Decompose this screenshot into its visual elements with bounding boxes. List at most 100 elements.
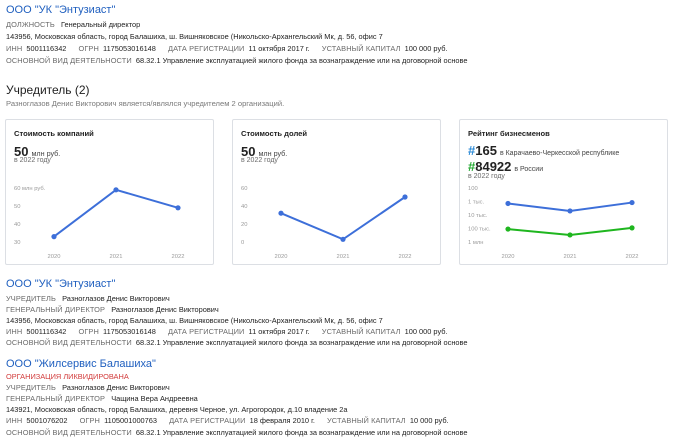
card-value: 50 млн руб. [241, 143, 287, 161]
director-value: Чащина Вера Андреевна [111, 394, 198, 403]
x-tick-label: 2020 [275, 254, 288, 260]
series-line [280, 196, 406, 241]
inn-value: 5001116342 [26, 327, 67, 336]
hash-symbol: # [468, 143, 476, 158]
rank-region-value: 165 [475, 143, 497, 158]
ogrn-label: ОГРН [79, 416, 100, 425]
data-point [51, 234, 57, 240]
y-tick-label: 30 [14, 240, 20, 246]
capital-value: 10 000 руб. [409, 416, 449, 425]
company-link-entuziast[interactable]: ООО "УК "Энтузиаст" [6, 4, 116, 16]
company-address: 143921, Московская область, город Балаши… [6, 405, 348, 414]
company-details-row: ИНН 5001116342 ОГРН 1175053016148 ДАТА Р… [6, 327, 458, 336]
card-title: Стоимость компаний [14, 129, 94, 138]
data-point [567, 208, 573, 214]
reg-date-value: 11 октября 2017 г. [248, 327, 310, 336]
rank-country: #84922 в России [468, 158, 543, 176]
y-tick-label: 100 [468, 186, 478, 192]
card-title: Рейтинг бизнесменов [468, 129, 550, 138]
x-tick-label: 2021 [110, 254, 123, 260]
series-line [53, 188, 179, 238]
data-point [629, 225, 635, 231]
rank-country-label: в России [514, 166, 544, 173]
founder-section-subtitle: Разноглазов Денис Викторович является/яв… [6, 99, 285, 108]
y-tick-label: 1 млн [468, 240, 483, 246]
data-point [402, 194, 408, 200]
founder-value: Разноглазов Денис Викторович [62, 294, 170, 303]
reg-date-label: ДАТА РЕГИСТРАЦИИ [167, 327, 245, 336]
y-tick-label: 10 тыс. [468, 213, 488, 219]
data-point [340, 236, 346, 242]
company-details-row: ИНН 5001076202 ОГРН 1105001000763 ДАТА Р… [6, 416, 459, 425]
ogrn-label: ОГРН [78, 44, 99, 53]
company-link-zhilservis[interactable]: ООО "Жилсервис Балашиха" [6, 358, 156, 370]
company-position-row: ДОЛЖНОСТЬ Генеральный директор [6, 20, 150, 29]
ogrn-value: 1105001000763 [104, 416, 157, 425]
director-value: Разноглазов Денис Викторович [111, 305, 219, 314]
activity-label: ОСНОВНОЙ ВИД ДЕЯТЕЛЬНОСТИ [6, 56, 132, 65]
founder-label: УЧРЕДИТЕЛЬ [6, 294, 56, 303]
founder-section-title: Учредитель (2) [6, 83, 90, 97]
company-details-row: ИНН 5001116342 ОГРН 1175053016148 ДАТА Р… [6, 44, 458, 53]
capital-label: УСТАВНЫЙ КАПИТАЛ [327, 416, 406, 425]
capital-label: УСТАВНЫЙ КАПИТАЛ [321, 327, 401, 336]
value-number: 50 [14, 144, 29, 159]
y-tick-label: 0 [241, 240, 244, 246]
y-tick-label: 60 [241, 186, 247, 192]
rank-country-value: 84922 [475, 159, 512, 174]
x-tick-label: 2020 [502, 254, 515, 260]
chart-shares-value: 0 20 40 60 2020 2021 2022 [241, 186, 412, 260]
activity-value: 68.32.1 Управление эксплуатацией жилого … [135, 338, 468, 347]
card-year-note: в 2022 году [241, 157, 278, 164]
ogrn-value: 1175053016148 [103, 44, 156, 53]
y-tick-label: 20 [241, 222, 247, 228]
y-tick-label: 1 тыс. [468, 200, 485, 206]
capital-value: 100 000 руб. [404, 44, 448, 53]
x-tick-label: 2022 [399, 254, 412, 260]
director-row: ГЕНЕРАЛЬНЫЙ ДИРЕКТОР Разноглазов Денис В… [6, 305, 229, 314]
founder-value: Разноглазов Денис Викторович [62, 383, 170, 392]
x-tick-label: 2022 [626, 254, 639, 260]
y-tick-label: 40 [241, 204, 247, 210]
position-label: ДОЛЖНОСТЬ [6, 20, 55, 29]
card-company-value: Стоимость компаний 50 млн руб. в 2022 год… [5, 119, 214, 265]
reg-date-label: ДАТА РЕГИСТРАЦИИ [167, 44, 245, 53]
data-point [567, 232, 573, 238]
value-unit: млн руб. [258, 149, 288, 158]
card-businessman-rating: Рейтинг бизнесменов #165 в Карачаево-Черк… [459, 119, 668, 265]
x-tick-label: 2020 [48, 254, 61, 260]
position-value: Генеральный директор [60, 20, 141, 29]
hash-symbol: # [468, 159, 476, 174]
capital-label: УСТАВНЫЙ КАПИТАЛ [321, 44, 401, 53]
director-label: ГЕНЕРАЛЬНЫЙ ДИРЕКТОР [6, 394, 106, 403]
company-link-entuziast-2[interactable]: ООО "УК "Энтузиаст" [6, 278, 116, 290]
capital-value: 100 000 руб. [404, 327, 448, 336]
data-point [278, 210, 284, 216]
data-point [505, 226, 511, 232]
activity-value: 68.32.1 Управление эксплуатацией жилого … [135, 56, 468, 65]
chart-businessman-rating: 100 1 тыс. 10 тыс. 100 тыс. 1 млн 2020 2021 202… [468, 186, 639, 260]
card-shares-value: Стоимость долей 50 млн руб. в 2022 году 0… [232, 119, 441, 265]
y-tick-label: 60 млн руб. [14, 186, 46, 192]
activity-label: ОСНОВНОЙ ВИД ДЕЯТЕЛЬНОСТИ [6, 428, 132, 437]
data-point [113, 187, 119, 193]
data-point [505, 200, 511, 207]
company-address: 143956, Московская область, город Балаши… [6, 32, 383, 41]
inn-label: ИНН [6, 327, 23, 336]
founder-row: УЧРЕДИТЕЛЬ Разноглазов Денис Викторович [6, 383, 180, 392]
reg-date-label: ДАТА РЕГИСТРАЦИИ [169, 416, 246, 425]
data-point [175, 205, 181, 211]
value-unit: млн руб. [31, 149, 61, 158]
ogrn-label: ОГРН [78, 327, 99, 336]
activity-label: ОСНОВНОЙ ВИД ДЕЯТЕЛЬНОСТИ [6, 338, 132, 347]
y-tick-label: 40 [14, 222, 20, 228]
director-label: ГЕНЕРАЛЬНЫЙ ДИРЕКТОР [6, 305, 106, 314]
inn-label: ИНН [6, 44, 23, 53]
rank-region-label: в Карачаево-Черкесской республике [499, 150, 620, 157]
company-activity-row: ОСНОВНОЙ ВИД ДЕЯТЕЛЬНОСТИ 68.32.1 Управл… [6, 56, 477, 65]
x-tick-label: 2021 [337, 254, 350, 260]
director-row: ГЕНЕРАЛЬНЫЙ ДИРЕКТОР Чащина Вера Андреев… [6, 394, 208, 403]
rank-region: #165 в Карачаево-Черкесской республике [468, 142, 619, 160]
reg-date-value: 18 февраля 2010 г. [249, 416, 315, 425]
y-tick-label: 100 тыс. [468, 227, 491, 233]
